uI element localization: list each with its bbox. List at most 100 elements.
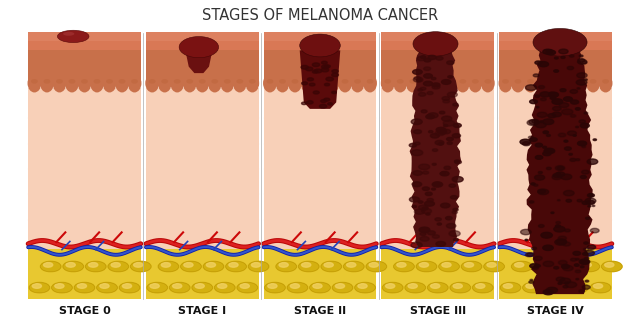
Circle shape <box>287 282 308 293</box>
Circle shape <box>554 57 558 59</box>
Ellipse shape <box>158 74 172 92</box>
Circle shape <box>530 100 538 104</box>
Circle shape <box>420 87 426 90</box>
Circle shape <box>324 65 330 68</box>
Circle shape <box>544 148 555 154</box>
Circle shape <box>450 282 470 293</box>
Circle shape <box>358 284 367 288</box>
Circle shape <box>431 284 440 288</box>
Circle shape <box>454 161 461 164</box>
Text: STAGE 0: STAGE 0 <box>59 306 110 316</box>
Polygon shape <box>300 50 340 109</box>
Circle shape <box>559 103 569 108</box>
Circle shape <box>451 196 457 199</box>
Circle shape <box>414 77 420 80</box>
Ellipse shape <box>394 74 407 92</box>
Ellipse shape <box>435 79 441 84</box>
Circle shape <box>150 284 159 288</box>
Ellipse shape <box>338 74 352 92</box>
Circle shape <box>313 91 319 94</box>
Circle shape <box>428 282 448 293</box>
Circle shape <box>590 228 599 233</box>
Circle shape <box>531 138 537 141</box>
Circle shape <box>529 119 540 125</box>
Circle shape <box>301 263 311 267</box>
Circle shape <box>588 194 595 197</box>
Circle shape <box>432 163 436 165</box>
Circle shape <box>439 261 460 272</box>
Ellipse shape <box>456 74 470 92</box>
Circle shape <box>240 284 250 288</box>
Circle shape <box>558 282 562 284</box>
Circle shape <box>582 201 588 204</box>
Ellipse shape <box>131 79 138 84</box>
Ellipse shape <box>472 79 479 84</box>
Ellipse shape <box>533 29 587 56</box>
Circle shape <box>593 139 596 141</box>
Ellipse shape <box>288 74 302 92</box>
Circle shape <box>547 167 551 170</box>
Circle shape <box>569 153 572 155</box>
Ellipse shape <box>63 32 74 36</box>
Circle shape <box>452 103 458 106</box>
Circle shape <box>564 229 570 232</box>
Ellipse shape <box>276 74 289 92</box>
Circle shape <box>309 83 315 86</box>
Circle shape <box>472 282 493 293</box>
Circle shape <box>426 114 435 119</box>
Circle shape <box>537 263 547 267</box>
Circle shape <box>559 260 567 265</box>
Circle shape <box>265 282 285 293</box>
Circle shape <box>538 85 545 89</box>
Ellipse shape <box>586 74 600 92</box>
Ellipse shape <box>351 74 364 92</box>
Circle shape <box>226 261 246 272</box>
Ellipse shape <box>602 79 609 84</box>
Circle shape <box>566 282 577 288</box>
Ellipse shape <box>484 79 492 84</box>
Circle shape <box>557 173 560 174</box>
Circle shape <box>420 237 429 241</box>
Circle shape <box>276 261 296 272</box>
Ellipse shape <box>354 79 361 84</box>
Ellipse shape <box>81 79 88 84</box>
Circle shape <box>578 58 585 62</box>
Ellipse shape <box>573 74 588 92</box>
Circle shape <box>582 170 589 174</box>
Circle shape <box>427 199 433 202</box>
Circle shape <box>543 119 554 124</box>
Circle shape <box>218 284 227 288</box>
Circle shape <box>575 258 579 260</box>
Circle shape <box>582 263 591 267</box>
Polygon shape <box>410 50 461 247</box>
Ellipse shape <box>367 79 374 84</box>
Circle shape <box>548 114 556 118</box>
Circle shape <box>579 290 584 292</box>
Circle shape <box>438 143 443 145</box>
Circle shape <box>192 282 212 293</box>
Circle shape <box>344 261 364 272</box>
Circle shape <box>563 285 568 288</box>
Circle shape <box>555 240 566 245</box>
Circle shape <box>424 201 435 206</box>
Ellipse shape <box>527 79 534 84</box>
Circle shape <box>419 93 426 96</box>
Circle shape <box>538 225 544 228</box>
Circle shape <box>545 282 566 293</box>
Circle shape <box>562 109 573 115</box>
Circle shape <box>428 55 436 59</box>
Circle shape <box>526 284 535 288</box>
Circle shape <box>534 175 545 180</box>
Circle shape <box>417 79 422 82</box>
Polygon shape <box>186 50 212 73</box>
Circle shape <box>461 261 482 272</box>
Circle shape <box>323 67 328 69</box>
Circle shape <box>366 261 387 272</box>
Circle shape <box>582 146 586 148</box>
Circle shape <box>579 259 589 265</box>
Ellipse shape <box>179 37 219 58</box>
Circle shape <box>592 205 595 206</box>
Circle shape <box>204 261 224 272</box>
Circle shape <box>552 99 563 104</box>
Ellipse shape <box>589 79 596 84</box>
